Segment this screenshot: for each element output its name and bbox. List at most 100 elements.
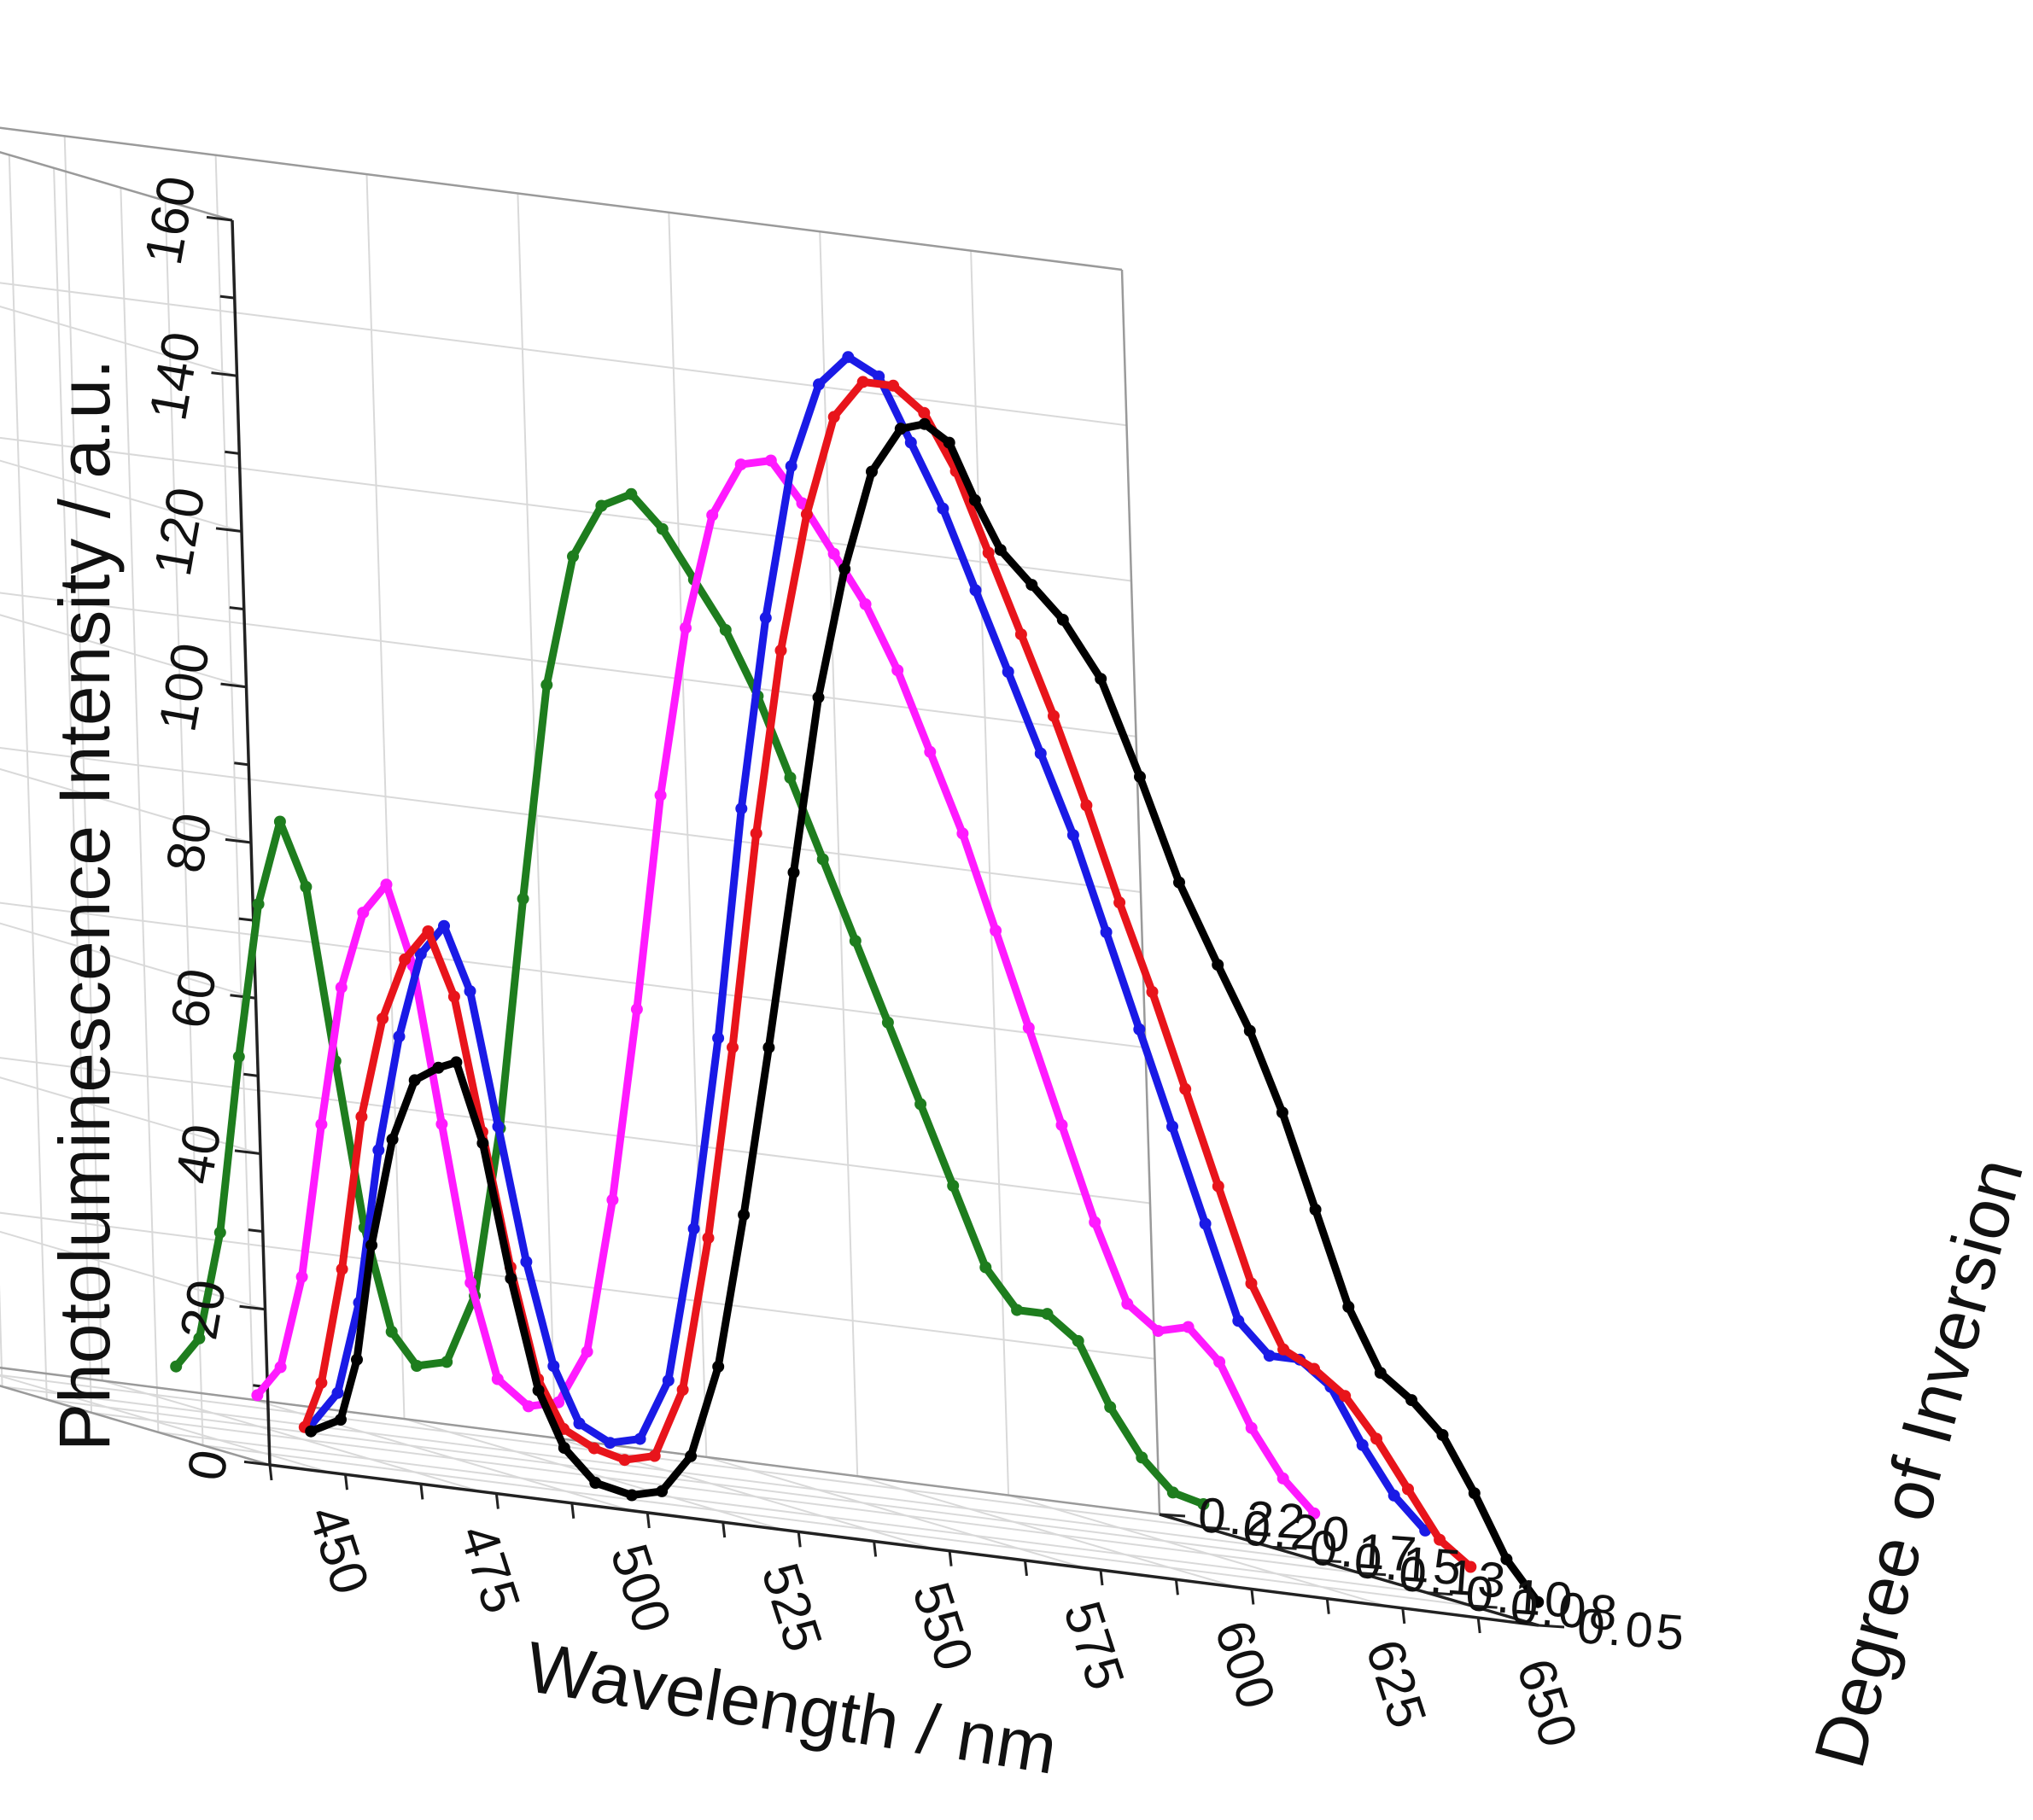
data-point-0.05 [450, 1056, 463, 1069]
x-tick-label: 575 [1052, 1595, 1136, 1697]
x-minor-tick [1024, 1560, 1028, 1577]
data-point-0.15 [706, 509, 719, 522]
data-point-0.05 [305, 1425, 318, 1438]
x-tick-label: 450 [296, 1499, 380, 1601]
data-point-0.20 [1166, 1486, 1179, 1499]
data-point-0.08 [399, 953, 412, 965]
data-point-0.08 [1245, 1277, 1258, 1290]
data-point-0.15 [764, 454, 777, 467]
data-point-0.05 [1025, 579, 1038, 592]
data-point-0.10 [1263, 1350, 1276, 1362]
data-point-0.05 [738, 1209, 751, 1222]
box-edge-5 [0, 1366, 1160, 1516]
data-point-0.08 [355, 1111, 368, 1123]
box-edge-1 [0, 126, 1123, 271]
data-point-0.08 [827, 411, 840, 423]
data-point-0.20 [441, 1356, 453, 1368]
x-minor-tick [1250, 1589, 1255, 1605]
data-point-0.20 [1104, 1401, 1117, 1414]
y-tick-label: 100 [148, 639, 221, 736]
data-point-0.05 [505, 1272, 517, 1285]
data-point-0.20 [567, 550, 579, 563]
data-point-0.15 [859, 598, 872, 610]
data-point-0.10 [785, 460, 797, 473]
left-wall-grid-h-5 [0, 614, 247, 688]
data-point-0.20 [1072, 1334, 1084, 1347]
data-point-0.05 [1436, 1429, 1449, 1441]
y-minor-tick [243, 1072, 259, 1077]
data-point-0.05 [812, 691, 825, 703]
x-minor-tick [1174, 1579, 1179, 1595]
data-point-0.10 [331, 1386, 344, 1399]
data-point-0.15 [380, 878, 393, 891]
data-point-0.20 [979, 1261, 992, 1274]
data-point-0.10 [1166, 1120, 1178, 1133]
data-point-0.15 [1022, 1022, 1035, 1034]
z-major-tick [1204, 1525, 1230, 1531]
data-point-0.15 [251, 1389, 264, 1402]
data-point-0.20 [232, 1050, 245, 1063]
data-point-0.15 [1245, 1421, 1258, 1434]
left-wall-grid-h-4 [0, 767, 252, 843]
x-minor-tick [1325, 1598, 1330, 1614]
y-tick-label: 80 [155, 808, 224, 877]
y-tick-label: 160 [134, 172, 207, 270]
y-tick-label: 120 [143, 483, 217, 580]
data-point-0.08 [1339, 1390, 1352, 1403]
data-point-0.10 [842, 351, 855, 364]
data-point-0.10 [662, 1374, 675, 1387]
series-layer [170, 351, 1545, 1608]
data-point-0.05 [656, 1485, 669, 1497]
data-point-0.15 [1121, 1298, 1134, 1310]
data-point-0.08 [1014, 628, 1027, 641]
data-point-0.10 [547, 1360, 560, 1373]
y-minor-tick [229, 606, 244, 611]
y-major-tick [243, 1460, 271, 1467]
data-point-0.10 [1034, 747, 1047, 760]
data-point-0.05 [532, 1384, 545, 1397]
back-wall-grid-h-7 [0, 282, 1127, 427]
x-minor-tick [797, 1531, 802, 1548]
data-point-0.05 [1405, 1394, 1418, 1407]
data-point-0.05 [762, 1041, 775, 1054]
data-point-0.15 [1276, 1472, 1289, 1485]
data-point-0.05 [1532, 1595, 1545, 1608]
data-point-0.08 [1048, 709, 1060, 722]
x-minor-tick [570, 1502, 575, 1519]
z-tick-label: 0.22 [1196, 1487, 1310, 1550]
x-tick-label: 550 [901, 1576, 984, 1678]
data-point-0.08 [800, 508, 813, 521]
data-point-0.05 [685, 1450, 698, 1462]
data-point-0.15 [1152, 1325, 1165, 1338]
data-point-0.08 [422, 925, 435, 937]
data-point-0.10 [735, 802, 748, 815]
z-axis-title: Degree of Inversion [1799, 1150, 2033, 1775]
back-wall-grid-h-2 [0, 1057, 1151, 1205]
x-minor-tick [268, 1464, 273, 1481]
data-point-0.15 [315, 1118, 328, 1131]
floor-grid-z-4 [46, 1398, 1316, 1561]
z-major-tick [1538, 1624, 1565, 1629]
data-point-0.10 [873, 370, 885, 382]
z-major-tick [1271, 1545, 1297, 1550]
y-major-tick [211, 371, 237, 377]
data-point-0.08 [1277, 1343, 1290, 1356]
data-point-0.20 [947, 1180, 960, 1192]
z-major-tick [1360, 1572, 1387, 1577]
data-point-0.10 [813, 378, 825, 391]
data-point-0.05 [1243, 1024, 1256, 1037]
back-wall-grid-h-6 [0, 436, 1132, 582]
data-point-0.08 [1434, 1533, 1446, 1546]
left-wall-grid-h-7 [0, 306, 237, 377]
back-wall-grid-h-3 [0, 901, 1146, 1049]
data-point-0.05 [1276, 1106, 1288, 1119]
data-point-0.10 [1066, 829, 1079, 842]
data-point-0.05 [476, 1137, 489, 1150]
data-point-0.10 [759, 611, 772, 624]
y-tick-label: 20 [169, 1275, 237, 1344]
data-point-0.20 [300, 880, 313, 893]
data-point-0.05 [968, 493, 981, 506]
y-major-tick [239, 1304, 266, 1311]
data-point-0.10 [634, 1432, 646, 1445]
